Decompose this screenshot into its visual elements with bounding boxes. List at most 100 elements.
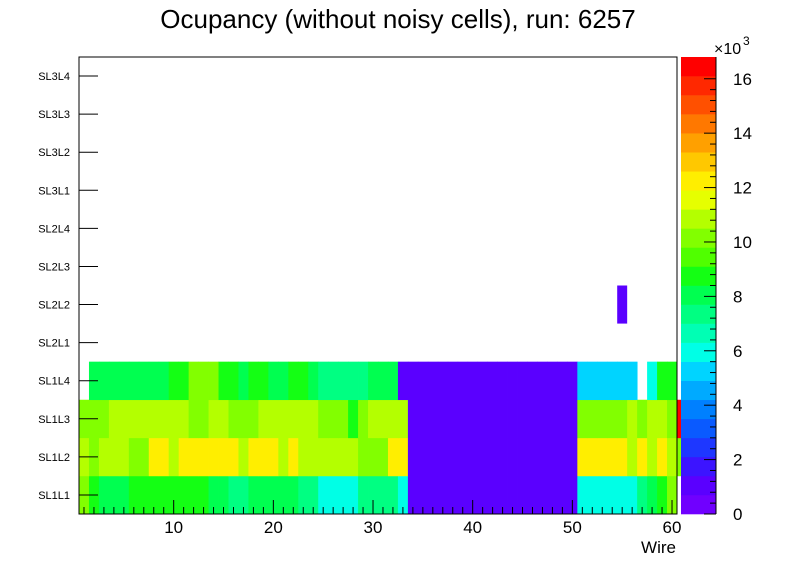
heatmap-cell: [497, 399, 508, 439]
heatmap-cell: [577, 475, 588, 515]
y-tick-label: SL3L1: [38, 185, 70, 197]
heatmap-cell: [328, 437, 339, 477]
heatmap-cell: [467, 361, 479, 401]
heatmap-cell: [437, 475, 449, 515]
heatmap-cell: [128, 399, 140, 439]
heatmap-cell: [338, 399, 349, 439]
heatmap-cell: [467, 399, 479, 439]
heatmap-cell: [607, 437, 618, 477]
heatmap-cell: [437, 361, 449, 401]
heatmap-cell: [527, 399, 538, 439]
heatmap-cell: [447, 475, 459, 515]
heatmap-cell: [667, 361, 678, 401]
color-scale-tick-label: 14: [733, 124, 752, 143]
heatmap-cell: [348, 399, 359, 439]
heatmap-cell: [427, 399, 439, 439]
heatmap-cell: [258, 437, 269, 477]
heatmap-cell: [557, 437, 568, 477]
heatmap-cell: [507, 361, 518, 401]
heatmap-cell: [208, 437, 219, 477]
color-scale-band: [681, 380, 716, 401]
heatmap-cell: [318, 475, 329, 515]
heatmap-cell: [587, 437, 598, 477]
heatmap-cell: [208, 399, 219, 439]
y-tick-label: SL3L4: [38, 71, 70, 83]
heatmap-cell: [487, 361, 498, 401]
x-tick-label: 50: [563, 518, 582, 537]
heatmap-cell: [627, 361, 638, 401]
heatmap-cell: [587, 475, 598, 515]
heatmap-cell: [188, 475, 199, 515]
heatmap-cell: [447, 361, 459, 401]
heatmap-cell: [118, 475, 130, 515]
heatmap-cell: [437, 437, 449, 477]
heatmap-cell: [138, 437, 150, 477]
heatmap-cell: [647, 475, 658, 515]
x-tick-label: 30: [364, 518, 383, 537]
x-tick-label: 10: [164, 518, 183, 537]
y-tick-label: SL2L3: [38, 261, 70, 273]
heatmap-cell: [238, 361, 249, 401]
heatmap-cell: [288, 361, 299, 401]
heatmap-cell: [318, 361, 329, 401]
heatmap-cell: [98, 399, 110, 439]
heatmap-cell: [298, 399, 309, 439]
heatmap-cell: [338, 361, 349, 401]
y-tick-label: SL3L2: [38, 147, 70, 159]
heatmap-cell: [278, 437, 289, 477]
heatmap-cell: [667, 475, 678, 515]
heatmap-cell: [118, 361, 130, 401]
heatmap-cell: [417, 437, 429, 477]
heatmap-cell: [278, 399, 289, 439]
color-scale-band: [681, 285, 716, 305]
y-tick-label: SL2L4: [38, 223, 70, 235]
heatmap-cell: [98, 437, 110, 477]
heatmap-cell: [138, 361, 150, 401]
color-scale-tick-label: 2: [733, 451, 742, 470]
heatmap-cell: [228, 475, 239, 515]
heatmap-cell: [647, 437, 658, 477]
heatmap-cell: [617, 437, 628, 477]
heatmap-cell: [667, 437, 678, 477]
heatmap-cell: [188, 399, 199, 439]
y-tick-label: SL1L2: [38, 452, 70, 464]
y-tick-label: SL1L3: [38, 414, 70, 426]
color-scale-band: [681, 228, 716, 248]
heatmap-cell: [527, 437, 538, 477]
heatmap-cell: [318, 399, 329, 439]
heatmap-cell: [168, 475, 180, 515]
x-axis-label: Wire: [641, 538, 676, 557]
color-scale-band: [681, 323, 716, 343]
heatmap-cell: [158, 437, 170, 477]
heatmap-cell: [238, 475, 249, 515]
heatmap-cell: [457, 399, 469, 439]
heatmap-cell: [348, 437, 359, 477]
heatmap-cell: [397, 437, 409, 477]
heatmap-cell: [617, 399, 628, 439]
heatmap-cell: [128, 475, 140, 515]
heatmap-cell: [378, 399, 389, 439]
heatmap-cell: [258, 361, 269, 401]
heatmap-cell: [537, 361, 548, 401]
heatmap-cell: [208, 361, 219, 401]
heatmap-cell: [667, 399, 678, 439]
heatmap-cell: [517, 437, 528, 477]
heatmap-cell: [537, 475, 548, 515]
color-scale-band: [681, 361, 716, 382]
heatmap-cell: [268, 475, 279, 515]
heatmap-cell: [647, 361, 658, 401]
heatmap-cell: [427, 437, 439, 477]
color-scale-tick-label: 0: [733, 505, 742, 524]
heatmap-cell: [507, 475, 518, 515]
color-scale-band: [681, 418, 716, 439]
heatmap-cell: [358, 437, 369, 477]
heatmap-cell: [597, 361, 608, 401]
heatmap-cell: [457, 437, 469, 477]
plot-frame: [78, 56, 678, 515]
heatmap-cell: [477, 361, 489, 401]
heatmap-cell: [657, 399, 668, 439]
heatmap-cell: [218, 475, 229, 515]
heatmap-cell: [308, 475, 319, 515]
heatmap-cell: [627, 437, 638, 477]
heatmap-cell: [607, 475, 618, 515]
